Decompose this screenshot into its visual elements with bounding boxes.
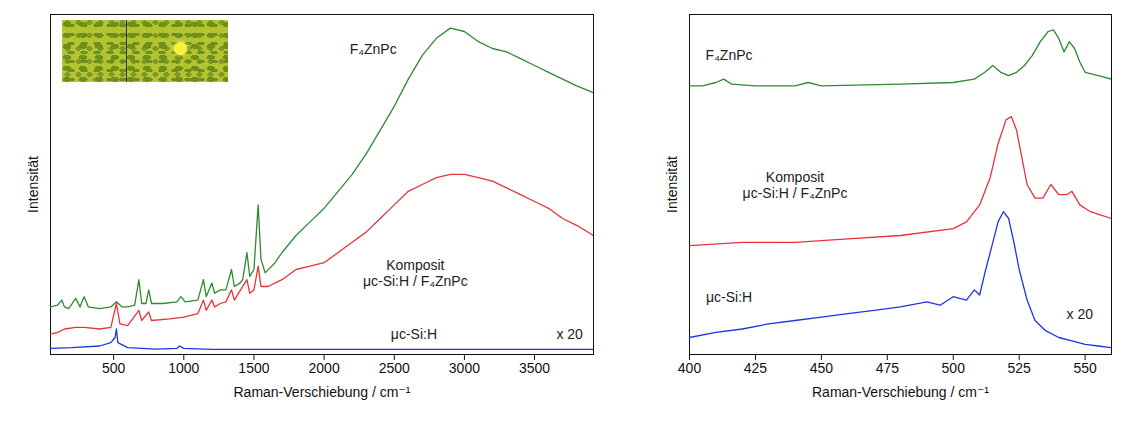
- svg-text:425: 425: [744, 360, 768, 376]
- svg-text:1500: 1500: [238, 360, 269, 376]
- svg-text:μc-Si:H: μc-Si:H: [391, 326, 437, 342]
- svg-text:F₄ZnPc: F₄ZnPc: [706, 47, 753, 63]
- svg-text:2500: 2500: [379, 360, 410, 376]
- svg-text:3500: 3500: [519, 360, 550, 376]
- svg-text:μc-Si:H: μc-Si:H: [706, 289, 752, 305]
- svg-text:F₄ZnPc: F₄ZnPc: [350, 41, 397, 57]
- svg-text:500: 500: [942, 360, 966, 376]
- svg-text:Intensität: Intensität: [25, 156, 41, 213]
- svg-text:Intensität: Intensität: [664, 156, 680, 213]
- svg-text:x 20: x 20: [556, 326, 583, 342]
- svg-text:550: 550: [1073, 360, 1097, 376]
- svg-text:500: 500: [102, 360, 126, 376]
- svg-text:x 20: x 20: [1067, 306, 1094, 322]
- svg-text:475: 475: [876, 360, 900, 376]
- svg-text:Kompositμc-Si:H / F₄ZnPc: Kompositμc-Si:H / F₄ZnPc: [363, 257, 468, 289]
- svg-text:400: 400: [678, 360, 702, 376]
- svg-text:Raman-Verschiebung / cm⁻¹: Raman-Verschiebung / cm⁻¹: [812, 384, 989, 400]
- svg-text:525: 525: [1008, 360, 1032, 376]
- svg-text:Raman-Verschiebung / cm⁻¹: Raman-Verschiebung / cm⁻¹: [233, 384, 410, 400]
- svg-text:3000: 3000: [449, 360, 480, 376]
- svg-text:1000: 1000: [168, 360, 199, 376]
- svg-text:Kompositμc-Si:H / F₄ZnPc: Kompositμc-Si:H / F₄ZnPc: [743, 169, 848, 201]
- svg-text:2000: 2000: [309, 360, 340, 376]
- svg-text:450: 450: [810, 360, 834, 376]
